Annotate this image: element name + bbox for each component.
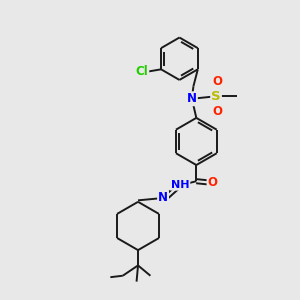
Text: NH: NH (171, 180, 189, 190)
Text: O: O (212, 75, 222, 88)
Text: Cl: Cl (136, 65, 148, 78)
Text: N: N (187, 92, 197, 105)
Text: S: S (211, 90, 221, 103)
Text: O: O (208, 176, 218, 189)
Text: N: N (158, 191, 168, 205)
Text: O: O (212, 105, 222, 118)
